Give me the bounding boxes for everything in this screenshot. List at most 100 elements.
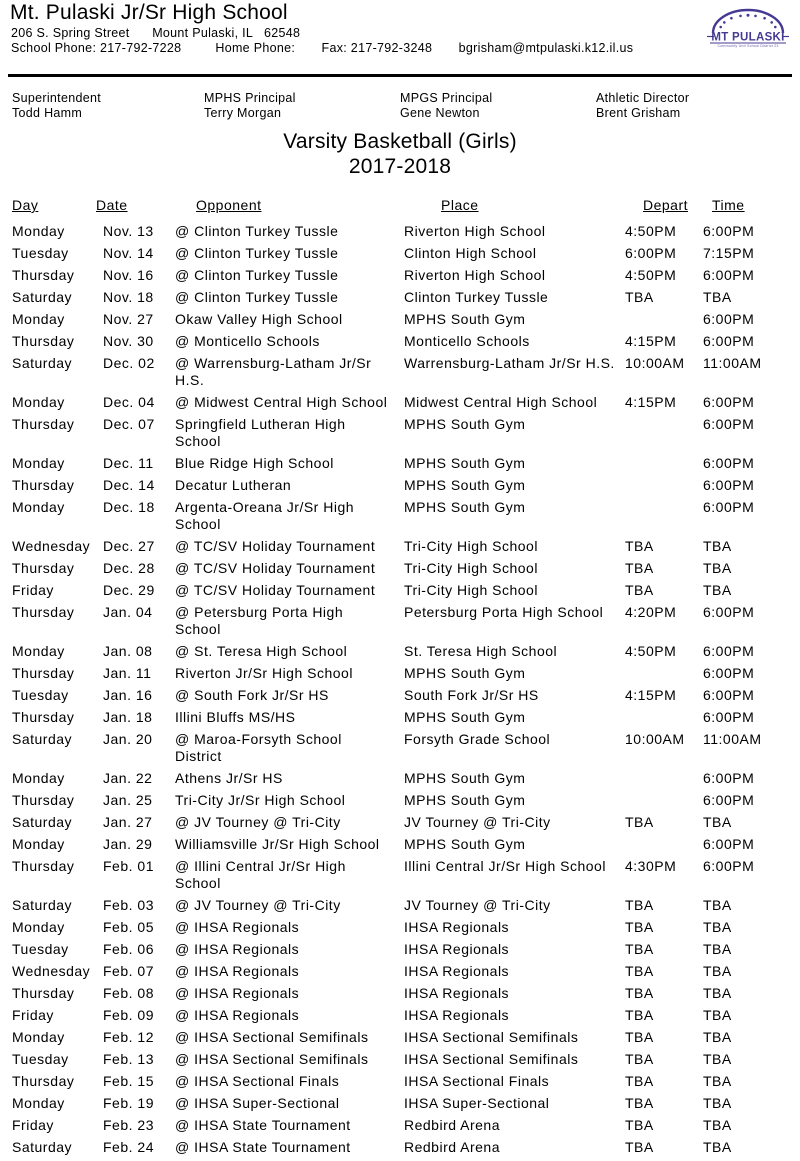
cell-depart: TBA xyxy=(625,1073,654,1089)
cell-place: Redbird Arena xyxy=(404,1139,501,1155)
table-row: Thursday Feb. 01 @ Illini Central Jr/Sr Hi… xyxy=(12,858,800,897)
cell-time: TBA xyxy=(703,582,732,598)
cell-date: Feb. 23 xyxy=(103,1117,154,1133)
cell-opponent: @ IHSA Regionals xyxy=(175,941,300,957)
table-row: Monday Dec. 18 Argenta-Oreana Jr/Sr High S… xyxy=(12,499,800,538)
cell-place: Riverton High School xyxy=(404,267,546,283)
cell-depart: 4:15PM xyxy=(625,333,677,349)
schedule-table: Day Date Opponent Place Depart Time Mond… xyxy=(12,197,800,1161)
cell-place: IHSA Super-Sectional xyxy=(404,1095,550,1111)
cell-depart: TBA xyxy=(625,963,654,979)
cell-time: TBA xyxy=(703,1007,732,1023)
cell-day: Saturday xyxy=(12,1139,73,1155)
cell-place: MPHS South Gym xyxy=(404,665,526,681)
table-row: Monday Nov. 13 @ Clinton Turkey Tussle Rive… xyxy=(12,223,800,245)
cell-day: Saturday xyxy=(12,897,73,913)
cell-day: Thursday xyxy=(12,604,75,620)
cell-time: 6:00PM xyxy=(703,687,755,703)
cell-time: TBA xyxy=(703,1139,732,1155)
table-row: Monday Feb. 19 @ IHSA Super-Sectional IHSA … xyxy=(12,1095,800,1117)
cell-depart: TBA xyxy=(625,1139,654,1155)
cell-day: Monday xyxy=(12,223,65,239)
cell-day: Monday xyxy=(12,394,65,410)
cell-day: Tuesday xyxy=(12,1051,69,1067)
cell-date: Feb. 05 xyxy=(103,919,154,935)
cell-opponent: @ Warrensburg-Latham Jr/Sr H.S. xyxy=(175,355,372,388)
staff-title: Superintendent xyxy=(12,91,101,105)
schedule-body: Monday Nov. 13 @ Clinton Turkey Tussle Rive… xyxy=(12,223,800,1161)
cell-opponent: @ JV Tourney @ Tri-City xyxy=(175,897,341,913)
cell-depart: 4:50PM xyxy=(625,643,677,659)
cell-place: IHSA Sectional Finals xyxy=(404,1073,550,1089)
table-header-row: Day Date Opponent Place Depart Time xyxy=(12,197,800,214)
table-row: Saturday Jan. 20 @ Maroa-Forsyth School Di… xyxy=(12,731,800,770)
cell-date: Dec. 14 xyxy=(103,477,155,493)
school-address: 206 S. Spring Street Mount Pulaski, IL 6… xyxy=(11,26,301,40)
table-row: Thursday Feb. 08 @ IHSA Regionals IHSA Regi… xyxy=(12,985,800,1007)
cell-time: TBA xyxy=(703,919,732,935)
cell-opponent: Okaw Valley High School xyxy=(175,311,343,327)
staff-title: MPHS Principal xyxy=(204,91,296,105)
cell-day: Thursday xyxy=(12,1073,75,1089)
cell-opponent: @ IHSA Regionals xyxy=(175,985,300,1001)
table-row: Saturday Feb. 24 @ IHSA State Tournament Re… xyxy=(12,1139,800,1161)
cell-time: TBA xyxy=(703,289,732,305)
cell-opponent: @ St. Teresa High School xyxy=(175,643,348,659)
cell-depart: TBA xyxy=(625,538,654,554)
school-name: Mt. Pulaski Jr/Sr High School xyxy=(10,1,288,24)
cell-time: TBA xyxy=(703,538,732,554)
cell-date: Nov. 27 xyxy=(103,311,154,327)
cell-depart: 4:50PM xyxy=(625,267,677,283)
staff-name: Todd Hamm xyxy=(12,106,83,120)
table-row: Thursday Dec. 07 Springfield Lutheran High… xyxy=(12,416,800,455)
cell-date: Dec. 18 xyxy=(103,499,155,515)
cell-opponent: @ Petersburg Porta High School xyxy=(175,604,344,637)
cell-opponent: @ TC/SV Holiday Tournament xyxy=(175,560,376,576)
cell-day: Friday xyxy=(12,1117,54,1133)
cell-date: Jan. 18 xyxy=(103,709,153,725)
cell-opponent: @ IHSA State Tournament xyxy=(175,1117,351,1133)
cell-place: MPHS South Gym xyxy=(404,836,526,852)
cell-time: TBA xyxy=(703,963,732,979)
cell-depart: TBA xyxy=(625,985,654,1001)
cell-day: Thursday xyxy=(12,985,75,1001)
divider-rule xyxy=(8,74,792,77)
table-row: Saturday Dec. 02 @ Warrensburg-Latham Jr/S… xyxy=(12,355,800,394)
cell-date: Feb. 15 xyxy=(103,1073,154,1089)
cell-place: IHSA Regionals xyxy=(404,1007,510,1023)
cell-date: Dec. 28 xyxy=(103,560,155,576)
cell-opponent: @ IHSA Super-Sectional xyxy=(175,1095,340,1111)
cell-day: Monday xyxy=(12,1095,65,1111)
cell-date: Dec. 27 xyxy=(103,538,155,554)
staff-name: Gene Newton xyxy=(400,106,480,120)
cell-opponent: Argenta-Oreana Jr/Sr High School xyxy=(175,499,355,532)
cell-place: MPHS South Gym xyxy=(404,455,526,471)
cell-date: Nov. 18 xyxy=(103,289,154,305)
table-row: Monday Nov. 27 Okaw Valley High School MPHS… xyxy=(12,311,800,333)
cell-opponent: @ Clinton Turkey Tussle xyxy=(175,223,339,239)
cell-place: IHSA Regionals xyxy=(404,985,510,1001)
table-row: Thursday Jan. 18 Illini Bluffs MS/HS MPHS S… xyxy=(12,709,800,731)
cell-opponent: @ Clinton Turkey Tussle xyxy=(175,267,339,283)
cell-opponent: @ IHSA Regionals xyxy=(175,963,300,979)
cell-time: 11:00AM xyxy=(703,355,762,371)
cell-depart: TBA xyxy=(625,1029,654,1045)
table-row: Saturday Jan. 27 @ JV Tourney @ Tri-City JV… xyxy=(12,814,800,836)
cell-opponent: @ Maroa-Forsyth School District xyxy=(175,731,342,764)
cell-opponent: @ South Fork Jr/Sr HS xyxy=(175,687,329,703)
cell-date: Feb. 03 xyxy=(103,897,154,913)
col-header-date: Date xyxy=(96,197,128,213)
staff-title: Athletic Director xyxy=(596,91,690,105)
cell-depart: TBA xyxy=(625,582,654,598)
cell-date: Feb. 07 xyxy=(103,963,154,979)
cell-time: 6:00PM xyxy=(703,333,755,349)
cell-opponent: @ Midwest Central High School xyxy=(175,394,388,410)
cell-place: Monticello Schools xyxy=(404,333,530,349)
cell-place: JV Tourney @ Tri-City xyxy=(404,897,551,913)
cell-depart: 4:30PM xyxy=(625,858,677,874)
cell-day: Monday xyxy=(12,770,65,786)
cell-depart: TBA xyxy=(625,1051,654,1067)
cell-depart: TBA xyxy=(625,1117,654,1133)
cell-day: Saturday xyxy=(12,814,73,830)
schedule-season: 2017-2018 xyxy=(348,155,452,178)
